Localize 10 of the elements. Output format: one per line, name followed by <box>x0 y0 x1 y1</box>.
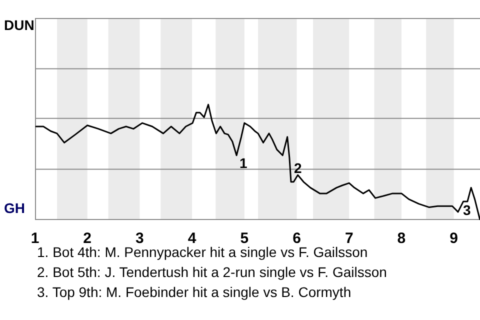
x-tick-label: 1 <box>30 230 40 248</box>
annotation: 3 <box>462 202 471 218</box>
annotation: 2 <box>294 160 302 176</box>
text: DUN <box>4 16 34 33</box>
text: 3. Top 9th: M. Foebinder hit a single vs B. Cormyth <box>37 283 352 302</box>
text: GH <box>4 200 25 216</box>
x-tick-label: 8 <box>397 230 406 248</box>
annotation: 1 <box>240 155 248 172</box>
text: 2. Bot 5th: J. Tendertush hit a 2-run single vs F. Gailsson <box>37 263 388 282</box>
x-tick-label: 9 <box>450 230 458 248</box>
